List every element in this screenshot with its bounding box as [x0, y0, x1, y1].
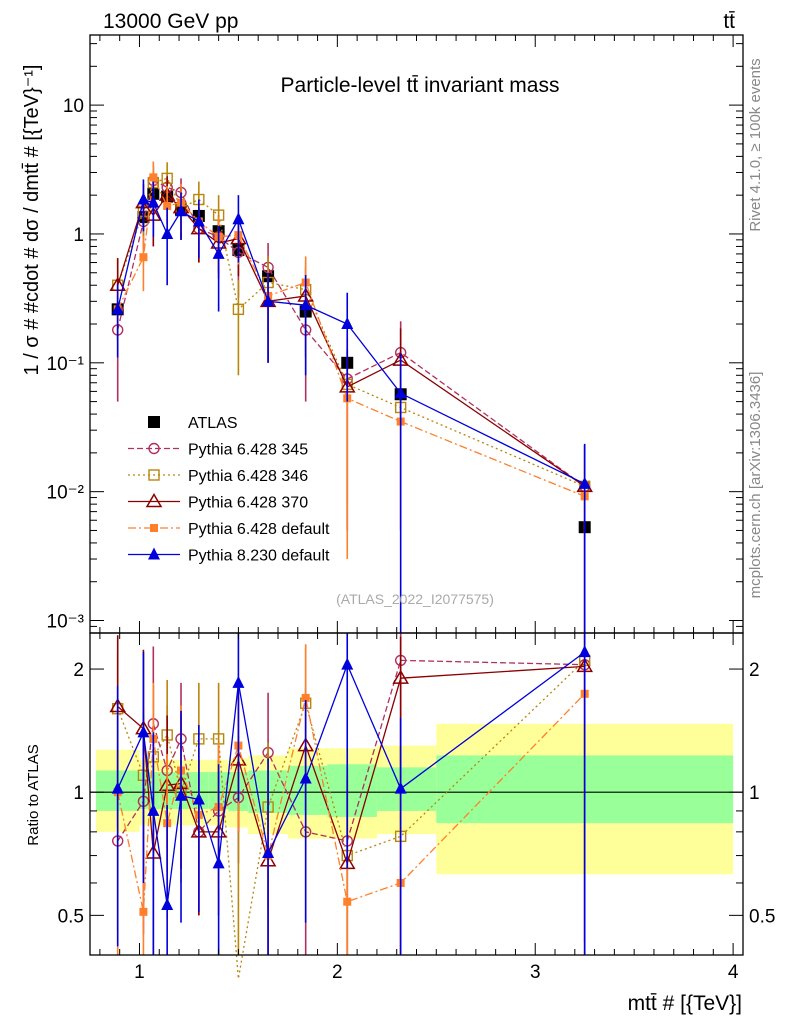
legend-entry-5: Pythia 8.230 default [128, 547, 330, 565]
ratio-y-tick-label: 2 [73, 660, 84, 681]
main-series-0 [111, 187, 591, 534]
inner-band-segment [149, 772, 160, 809]
ratio-data-point [299, 771, 312, 784]
ratio-y-tick-label-right: 1 [749, 783, 760, 804]
legend-entry-2: Pythia 6.428 346 [128, 468, 308, 485]
ratio-data-point [192, 792, 205, 805]
ratio-data-point [212, 856, 225, 869]
legend-label: Pythia 6.428 default [188, 521, 330, 538]
ratio-y-tick-label: 0.5 [58, 906, 84, 927]
legend-marker [148, 547, 160, 560]
main-data-point [232, 303, 245, 316]
main-data-point [262, 294, 275, 307]
y-tick-label: 10⁻² [47, 483, 85, 504]
main-data-point [299, 298, 312, 311]
legend-entry-1: Pythia 6.428 345 [128, 442, 308, 459]
ratio-uncertainty-bands [95, 723, 734, 875]
main-data-point [163, 201, 172, 210]
legend-label: Pythia 6.428 370 [188, 495, 308, 512]
analysis-watermark: (ATLAS_2022_I2077575) [336, 591, 494, 607]
main-data-point [149, 173, 158, 182]
x-tick-label: 2 [332, 962, 343, 983]
main-series-line-2 [117, 177, 585, 487]
y-tick-label: 10 [63, 96, 84, 117]
ratio-y-tick-label-right: 2 [749, 660, 760, 681]
main-series-5 [111, 179, 591, 633]
main-series-4 [113, 161, 589, 633]
ratio-data-point [137, 725, 150, 738]
main-data-point [161, 226, 174, 239]
ratio-y-tick-label: 1 [73, 783, 84, 804]
main-panel-series [109, 161, 594, 633]
legend-label: ATLAS [188, 415, 238, 432]
ratio-data-point [232, 675, 245, 688]
legend: ATLAS Pythia 6.428 345 Pythia 6.428 346 Pyt… [128, 415, 330, 565]
main-data-point [137, 192, 150, 205]
axis-ticks: 1 2 3 4 10⁻³ 10⁻² 10⁻¹ 1 10 0.5 0.5 1 1 2 2 [47, 35, 775, 983]
legend-label: Pythia 8.230 default [188, 548, 330, 565]
ratio-data-point [111, 781, 124, 794]
main-data-point [341, 317, 354, 330]
main-data-point [232, 212, 245, 225]
x-axis-label: mtt̄ # [{TeV}] [628, 992, 742, 1015]
main-data-point [111, 302, 124, 315]
ratio-y-tick-label-right: 0.5 [749, 906, 775, 927]
legend-marker [148, 416, 160, 428]
plot-title: Particle-level tt̄ invariant mass [281, 74, 560, 97]
inner-band-segment [327, 764, 377, 817]
legend-entry-4: Pythia 6.428 default [128, 521, 330, 538]
legend-marker [148, 469, 160, 481]
legend-marker [150, 524, 158, 532]
inner-band-segment [376, 767, 437, 811]
x-tick-label: 1 [134, 962, 145, 983]
energy-label: 13000 GeV pp [103, 10, 238, 33]
ratio-y-axis-label: Ratio to ATLAS [25, 744, 42, 845]
ratio-data-point [139, 907, 148, 916]
ratio-data-point [262, 846, 275, 859]
ratio-data-point [394, 781, 407, 794]
ratio-data-point [161, 898, 174, 911]
main-series-3 [109, 176, 594, 633]
ratio-data-point [343, 897, 352, 906]
ratio-data-point [341, 657, 354, 670]
ratio-data-point [175, 788, 188, 801]
y-tick-label: 10⁻³ [47, 612, 85, 633]
legend-marker [145, 493, 163, 508]
legend-label: Pythia 6.428 345 [188, 442, 308, 459]
main-data-point [192, 214, 205, 227]
main-frame [89, 34, 744, 634]
legend-entry-0: ATLAS [148, 415, 238, 432]
legend-label: Pythia 6.428 346 [188, 468, 308, 485]
main-data-point [175, 204, 188, 217]
main-data-point [212, 246, 225, 259]
ratio-data-point [147, 803, 160, 816]
ratio-data-point [301, 693, 310, 702]
main-y-axis-label: 1 / σ # #cdot # dσ / dmtt̄ # [{TeV}⁻¹] [21, 65, 43, 376]
main-data-point [147, 195, 160, 208]
main-data-point [394, 386, 407, 399]
ratio-panel-series [109, 633, 594, 979]
x-tick-label: 3 [530, 962, 541, 983]
ratio-series-4 [111, 633, 591, 955]
process-label: tt̄ [723, 10, 735, 33]
ratio-data-point [578, 645, 591, 658]
x-tick-label: 4 [728, 962, 739, 983]
legend-entry-3: Pythia 6.428 370 [128, 493, 308, 512]
y-tick-label: 10⁻¹ [47, 354, 85, 375]
rivet-version-note: Rivet 4.1.0, ≥ 100k events [747, 58, 764, 231]
mcplots-reference-note: mcplots.cern.ch [arXiv:1306.3436] [747, 372, 764, 599]
ratio-data-point [392, 669, 409, 684]
main-data-point [139, 253, 148, 262]
legend-marker [148, 442, 160, 455]
main-data-point [578, 476, 591, 489]
main-series-line-1 [117, 179, 586, 487]
y-tick-label: 1 [73, 225, 84, 246]
